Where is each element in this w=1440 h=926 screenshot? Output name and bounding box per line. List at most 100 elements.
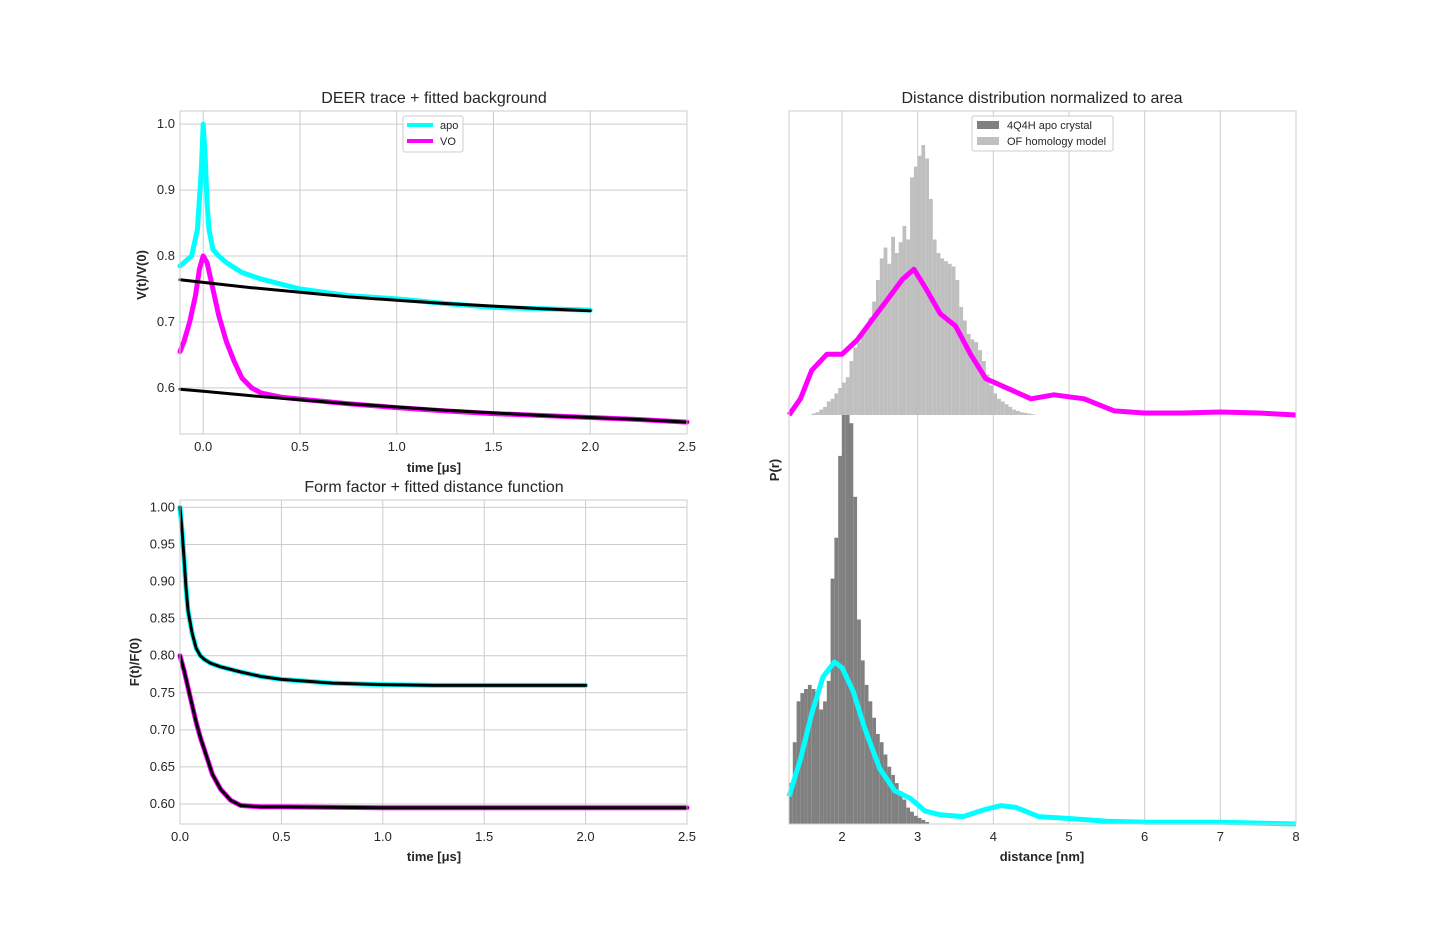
- deer-trace-xtick-label: 2.5: [678, 439, 696, 454]
- distance-distribution-panel: Distance distribution normalized to area…: [767, 90, 1300, 864]
- distance-distribution-axes-frame: [788, 110, 1297, 825]
- homology-histogram-bar: [993, 393, 998, 415]
- form-factor-ytick-label: 0.75: [150, 685, 175, 700]
- form-factor-fit-line: [178, 505, 588, 687]
- crystal-histogram-bar: [887, 766, 892, 824]
- homology-histogram-bar: [940, 258, 945, 415]
- legend-label-homology: OF homology model: [1007, 136, 1106, 148]
- homology-histogram-bar: [849, 361, 854, 415]
- form-factor-panel: Form factor + fitted distance function 0…: [127, 479, 696, 864]
- distance-xtick-label: 7: [1217, 829, 1224, 844]
- distance-distribution-legend: 4Q4H apo crystal OF homology model: [971, 115, 1114, 152]
- crystal-histogram-bar: [917, 817, 922, 824]
- homology-histogram-bar: [929, 199, 933, 415]
- crystal-histogram-bar: [872, 717, 876, 824]
- crystal-histogram-bar: [868, 701, 873, 824]
- deer-trace-ytick-label: 0.8: [157, 248, 175, 263]
- homology-histogram-bar: [811, 413, 816, 415]
- legend-swatch-crystal: [977, 121, 999, 129]
- deer-trace-series-apo: [177, 121, 593, 313]
- crystal-histogram-bar: [857, 619, 861, 824]
- homology-histogram-bar: [917, 155, 922, 416]
- homology-histogram-bar: [985, 374, 990, 415]
- distance-xtick-label: 6: [1141, 829, 1148, 844]
- homology-histogram-bar: [853, 347, 858, 415]
- legend-label-vo: VO: [440, 136, 456, 148]
- deer-trace-legend: apo VO: [402, 115, 464, 153]
- homology-histogram-bar: [1019, 412, 1024, 415]
- homology-histogram-bar: [887, 263, 892, 415]
- form-factor-ytick-label: 0.90: [150, 574, 175, 589]
- homology-histogram-bar: [879, 258, 884, 415]
- deer-trace-ytick-label: 1.0: [157, 116, 175, 131]
- deer-trace-fit-line: [178, 278, 592, 313]
- homology-histogram-bar: [966, 334, 971, 415]
- crystal-histogram-bar: [834, 537, 839, 824]
- form-factor-ytick-label: 1.00: [150, 499, 175, 514]
- crystal-histogram-bar: [879, 742, 884, 824]
- homology-histogram-bar: [997, 398, 1001, 415]
- crystal-histogram-bar: [842, 415, 846, 824]
- homology-histogram-bar: [947, 263, 952, 415]
- deer-trace-ytick-label: 0.6: [157, 380, 175, 395]
- homology-histogram-bar: [876, 280, 880, 415]
- crystal-histogram-bar: [815, 697, 820, 824]
- crystal-histogram-bar: [891, 774, 895, 824]
- form-factor-title: Form factor + fitted distance function: [304, 479, 563, 496]
- homology-histogram-bar: [845, 377, 850, 415]
- homology-histogram-bar: [891, 236, 895, 415]
- homology-histogram-bar: [898, 242, 903, 415]
- crystal-histogram-bar: [864, 684, 869, 824]
- form-factor-xtick-label: 1.0: [374, 829, 392, 844]
- homology-histogram-bar: [906, 239, 911, 415]
- homology-histogram-bar: [955, 280, 960, 415]
- crystal-histogram-bar: [913, 815, 918, 824]
- homology-histogram-bar: [823, 406, 827, 415]
- form-factor-xtick-label: 2.5: [678, 829, 696, 844]
- distance-distribution-title: Distance distribution normalized to area: [901, 90, 1182, 107]
- form-factor-series-vo: [177, 653, 690, 811]
- deer-trace-xtick-label: 0.5: [291, 439, 309, 454]
- crystal-histogram-bar: [823, 701, 827, 824]
- distance-distribution-xlabel: distance [nm]: [1000, 849, 1085, 864]
- homology-histogram-bar: [913, 166, 918, 415]
- form-factor-xtick-label: 2.0: [577, 829, 595, 844]
- homology-histogram-bar: [1023, 412, 1028, 415]
- homology-histogram-bar: [1008, 406, 1013, 415]
- homology-histogram-bar: [970, 339, 975, 415]
- homology-histogram-bar: [834, 393, 839, 415]
- deer-trace-panel: DEER trace + fitted background 0.0 0.5 1.0…: [134, 90, 696, 475]
- distance-series-vo: [786, 266, 1297, 418]
- homology-histogram-bar: [868, 317, 873, 415]
- homology-histogram-bar: [857, 342, 861, 415]
- deer-trace-title: DEER trace + fitted background: [321, 90, 546, 107]
- crystal-histogram-bar: [921, 819, 926, 824]
- form-factor-fit-line: [178, 654, 689, 810]
- form-factor-ytick-label: 0.60: [150, 796, 175, 811]
- distance-xtick-label: 2: [838, 829, 845, 844]
- crystal-histogram-bar: [925, 822, 929, 824]
- homology-histogram-bar: [1000, 401, 1005, 415]
- crystal-histogram-bar: [826, 680, 831, 824]
- homology-histogram-bar: [1031, 414, 1035, 415]
- homology-histogram-bar: [974, 342, 979, 415]
- crystal-histogram-bar: [876, 734, 880, 824]
- homology-histogram-bar: [838, 388, 842, 415]
- deer-trace-xtick-label: 0.0: [194, 439, 212, 454]
- distance-xtick-label: 4: [990, 829, 997, 844]
- homology-histogram-bar: [842, 382, 846, 415]
- deer-trace-xtick-label: 1.0: [388, 439, 406, 454]
- homology-histogram-bar: [989, 385, 994, 415]
- deer-trace-xtick-label: 1.5: [484, 439, 502, 454]
- homology-histogram-bar: [830, 398, 835, 415]
- homology-histogram-bar: [815, 412, 820, 415]
- homology-histogram-bar: [944, 261, 948, 415]
- crystal-histogram-bar: [894, 783, 899, 824]
- homology-histogram-bar: [860, 334, 865, 415]
- crystal-histogram-bar: [830, 578, 835, 824]
- crystal-histogram-bar: [819, 709, 824, 824]
- deer-trace-xtick-label: 2.0: [581, 439, 599, 454]
- legend-label-apo: apo: [440, 120, 458, 132]
- crystal-histogram-bar: [811, 689, 816, 824]
